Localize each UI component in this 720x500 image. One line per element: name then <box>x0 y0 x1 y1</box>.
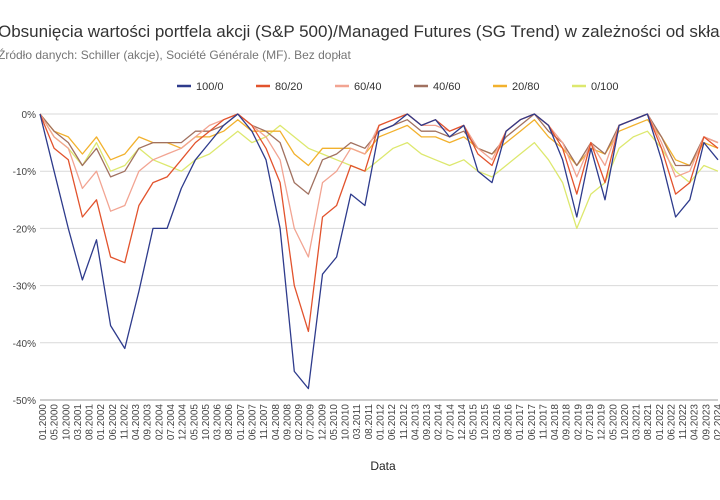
x-tick-label-40: 08.2016 <box>504 404 515 441</box>
x-tick-label-22: 02.2009 <box>294 404 305 441</box>
x-tick-label-49: 05.2020 <box>608 404 619 441</box>
x-tick-label-8: 04.2003 <box>131 404 142 441</box>
series-line-1 <box>39 113 719 333</box>
x-tick-label-37: 05.2015 <box>469 404 480 441</box>
x-tick-label-54: 06.2022 <box>666 404 677 441</box>
legend-label-4: 20/80 <box>512 81 540 93</box>
x-tick-label-10: 02.2004 <box>154 404 165 441</box>
x-tick-label-42: 06.2017 <box>527 404 538 441</box>
x-tick-label-55: 11.2022 <box>678 404 689 440</box>
x-tick-label-57: 09.2023 <box>701 404 712 441</box>
x-tick-label-19: 11.2007 <box>259 404 270 440</box>
x-tick-label-7: 11.2002 <box>120 404 131 440</box>
x-tick-label-29: 01.2012 <box>376 404 387 441</box>
x-tick-label-16: 08.2006 <box>224 404 235 441</box>
x-tick-label-25: 05.2010 <box>329 404 340 441</box>
x-tick-label-44: 04.2018 <box>550 404 561 441</box>
legend-label-0: 100/0 <box>196 81 224 93</box>
x-tick-label-3: 03.2001 <box>73 404 84 441</box>
x-tick-label-9: 09.2003 <box>143 404 154 441</box>
x-tick-label-36: 12.2014 <box>457 404 468 441</box>
x-tick-label-17: 01.2007 <box>236 404 247 441</box>
x-tick-label-0: 01.2000 <box>38 404 49 441</box>
x-tick-label-56: 04.2023 <box>690 404 701 441</box>
x-tick-label-50: 10.2020 <box>620 404 631 441</box>
x-tick-label-43: 11.2017 <box>538 404 549 440</box>
x-tick-label-18: 06.2007 <box>248 404 259 441</box>
x-tick-label-5: 01.2002 <box>96 404 107 441</box>
x-tick-label-28: 08.2011 <box>364 404 375 440</box>
legend-label-2: 60/40 <box>354 81 382 93</box>
x-tick-label-26: 10.2010 <box>341 404 352 441</box>
y-tick-label-1: -10% <box>13 167 36 178</box>
x-tick-label-45: 09.2018 <box>562 404 573 441</box>
x-tick-label-6: 06.2002 <box>108 404 119 441</box>
x-tick-label-20: 04.2008 <box>271 404 282 441</box>
gridlines <box>40 113 718 401</box>
legend: 100/0 80/20 60/40 40/60 20/80 0/100 <box>177 81 619 93</box>
y-tick-label-3: -30% <box>13 282 36 293</box>
x-tick-label-47: 07.2019 <box>585 404 596 441</box>
y-axis-ticks: 0% -10% -20% -30% -40% -50% <box>13 110 36 407</box>
x-tick-label-38: 10.2015 <box>480 404 491 441</box>
x-axis-title: Data <box>370 459 396 473</box>
legend-label-3: 40/60 <box>433 81 461 93</box>
x-tick-label-14: 10.2005 <box>201 404 212 441</box>
plot-area <box>39 113 719 390</box>
y-tick-label-5: -50% <box>13 396 36 407</box>
x-tick-label-2: 10.2000 <box>61 404 72 441</box>
x-tick-label-23: 07.2009 <box>306 404 317 441</box>
x-tick-label-51: 03.2021 <box>632 404 643 441</box>
x-tick-label-11: 07.2004 <box>166 404 177 441</box>
x-tick-label-41: 01.2017 <box>515 404 526 441</box>
x-tick-label-24: 12.2009 <box>317 404 328 441</box>
x-tick-label-52: 08.2021 <box>643 404 654 441</box>
x-tick-label-48: 12.2019 <box>597 404 608 441</box>
x-tick-label-53: 01.2022 <box>655 404 666 441</box>
chart-title: Obsunięcia wartości portfela akcji (S&P … <box>0 22 720 41</box>
x-axis-ticks: 01.2000 05.2000 10.2000 03.2001 08.2001 01.20… <box>38 404 720 441</box>
y-tick-label-0: 0% <box>22 110 37 121</box>
x-tick-label-15: 03.2006 <box>213 404 224 441</box>
legend-label-5: 0/100 <box>591 81 619 93</box>
y-tick-label-4: -40% <box>13 339 36 350</box>
x-tick-label-21: 09.2008 <box>282 404 293 441</box>
x-tick-label-1: 05.2000 <box>50 404 61 441</box>
x-tick-label-30: 06.2012 <box>387 404 398 441</box>
legend-label-1: 80/20 <box>275 81 303 93</box>
chart-subtitle: Źródło danych: Schiller (akcje), Société… <box>0 48 351 62</box>
x-tick-label-27: 03.2011 <box>352 404 363 440</box>
x-tick-label-32: 04.2013 <box>410 404 421 441</box>
y-tick-label-2: -20% <box>13 224 36 235</box>
x-tick-label-31: 11.2012 <box>399 404 410 440</box>
x-tick-label-33: 09.2013 <box>422 404 433 441</box>
x-tick-label-12: 12.2004 <box>178 404 189 441</box>
x-tick-label-46: 02.2019 <box>573 404 584 441</box>
x-tick-label-58: 02.2024 <box>713 404 720 441</box>
series-line-0 <box>39 113 719 390</box>
x-tick-label-13: 05.2005 <box>189 404 200 441</box>
x-tick-label-35: 07.2014 <box>445 404 456 441</box>
x-tick-label-34: 02.2014 <box>434 404 445 441</box>
x-tick-label-4: 08.2001 <box>85 404 96 441</box>
x-tick-label-39: 03.2016 <box>492 404 503 441</box>
